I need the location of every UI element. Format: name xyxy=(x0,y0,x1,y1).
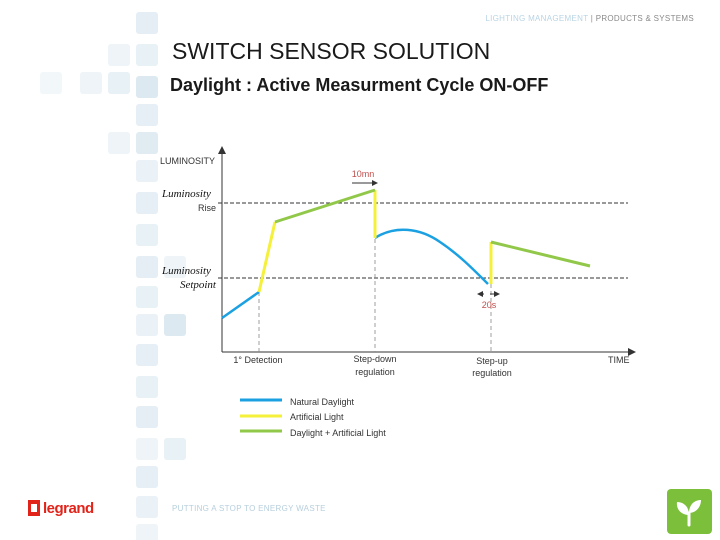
header-tagline-rest: | PRODUCTS & SYSTEMS xyxy=(588,14,694,23)
event-detection-label: 1° Detection xyxy=(233,355,282,365)
artificial-jump-on xyxy=(257,221,277,293)
decorative-square xyxy=(136,104,158,126)
legrand-logo-icon xyxy=(28,500,40,516)
legend-label-artificial: Artificial Light xyxy=(290,412,344,422)
decorative-square xyxy=(136,438,158,460)
decorative-square xyxy=(136,344,158,366)
decorative-square xyxy=(136,496,158,518)
decorative-square xyxy=(136,256,158,278)
decorative-square xyxy=(108,132,130,154)
daylight-initial-segment xyxy=(221,290,260,320)
brand-wordmark: legrand xyxy=(43,499,94,517)
decorative-square xyxy=(136,524,158,540)
brand-logo: legrand xyxy=(28,498,94,518)
decorative-square xyxy=(136,286,158,308)
combined-segment-1 xyxy=(274,188,376,224)
page-title: SWITCH SENSOR SOLUTION xyxy=(172,38,491,64)
event-step-up-line1: Step-up xyxy=(476,356,508,366)
leaf-badge xyxy=(667,489,712,534)
leaf-icon xyxy=(676,500,701,527)
decorative-square xyxy=(136,376,158,398)
decorative-square xyxy=(136,224,158,246)
decorative-square xyxy=(136,406,158,428)
decorative-square xyxy=(136,76,158,98)
combined-segment-2 xyxy=(490,240,591,268)
rise-label-line1: Luminosity xyxy=(161,188,211,200)
decorative-square xyxy=(136,314,158,336)
decorative-square xyxy=(108,44,130,66)
decorative-square xyxy=(136,160,158,182)
event-step-down-line1: Step-down xyxy=(353,354,396,364)
event-step-up-line2: regulation xyxy=(472,368,512,378)
duration-20s-label: 20s xyxy=(482,300,497,310)
header-tagline-highlight: LIGHTING MANAGEMENT xyxy=(485,14,589,23)
decorative-square xyxy=(136,132,158,154)
decorative-square xyxy=(40,72,62,94)
event-step-down-line2: regulation xyxy=(355,367,395,377)
daylight-curve xyxy=(374,228,489,285)
header-tagline: LIGHTING MANAGEMENT | PRODUCTS & SYSTEMS xyxy=(485,14,694,23)
legend-label-combined: Daylight + Artificial Light xyxy=(290,428,386,438)
footer-slogan: PUTTING A STOP TO ENERGY WASTE xyxy=(172,504,326,513)
decorative-square xyxy=(164,256,186,278)
decorative-square xyxy=(136,192,158,214)
decorative-square xyxy=(136,44,158,66)
legend-label-daylight: Natural Daylight xyxy=(290,397,355,407)
decorative-square xyxy=(164,314,186,336)
decorative-square xyxy=(136,12,158,34)
decorative-square xyxy=(164,438,186,460)
setpoint-label-line2: Setpoint xyxy=(180,279,217,291)
x-axis-label: TIME xyxy=(608,355,630,365)
decorative-square xyxy=(80,72,102,94)
setpoint-label-line1: Luminosity xyxy=(161,265,211,277)
decorative-square xyxy=(108,72,130,94)
y-axis-label: LUMINOSITY xyxy=(160,156,215,166)
duration-10mn-label: 10mn xyxy=(352,169,375,179)
rise-label-line2: Rise xyxy=(198,203,216,213)
decorative-square xyxy=(136,466,158,488)
page-subtitle: Daylight : Active Measurment Cycle ON-OF… xyxy=(170,75,549,95)
